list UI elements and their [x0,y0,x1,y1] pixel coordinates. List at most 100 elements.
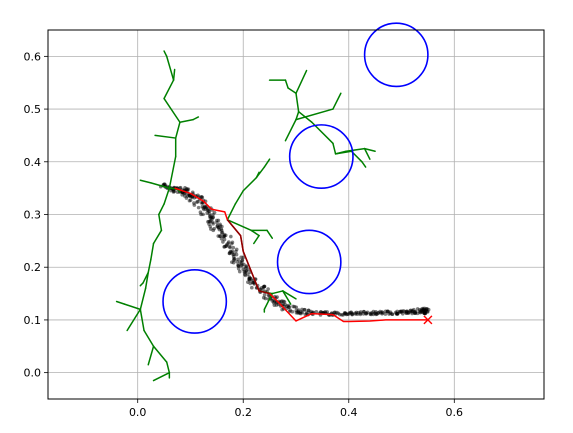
particle-point [244,268,249,273]
tree-edge [361,161,367,168]
particle-point [261,295,266,300]
x-tick-label: 0.2 [234,406,252,419]
goal-layer [423,315,433,325]
tree-edge [284,118,297,142]
particle-point [209,227,213,231]
particle-point [231,245,236,250]
tree-edge [139,179,152,184]
obstacle-circle [162,269,228,334]
planned-path-layer [174,187,428,323]
particle-point [262,284,267,289]
tree-edge [143,329,155,348]
particle-point [186,187,191,191]
particle-point [388,311,393,316]
tree-edge [271,290,284,295]
particle-point [222,234,226,239]
tree-edge [126,308,142,332]
tree-edge [139,308,145,332]
particle-point [218,224,223,228]
tree-edge [165,361,171,374]
particle-point [219,227,224,232]
tree-edge [163,187,171,205]
tree-edge [152,371,171,382]
tree-edge [165,55,175,81]
tree-edge [295,69,308,95]
tree-edge [152,229,163,245]
particle-point [248,281,253,286]
particle-point [215,224,220,228]
particle-point [210,217,214,221]
tree-edge [226,219,252,232]
particle-point [230,249,235,253]
x-tick-label: 0.6 [446,406,464,419]
y-tick-label: 0.1 [24,314,42,327]
particle-point [413,309,418,314]
particle-point [314,309,319,314]
particle-point [299,310,303,314]
particle-point [222,237,227,242]
tree-edge [263,292,274,311]
y-tick-label: 0.5 [24,103,42,116]
particle-point [200,204,205,209]
tree-edge [345,147,366,152]
particle-point [199,201,204,205]
particle-point [338,312,342,317]
tree-edge [332,142,337,155]
particle-point [383,312,388,316]
particle-point [211,220,215,225]
particle-point [231,260,236,265]
particle-point [215,220,219,225]
tree-edge [179,118,194,123]
particle-point [371,312,376,317]
particle-point [302,307,307,312]
tree-edge [150,242,155,261]
particle-point [237,269,242,274]
tree-edge [284,79,289,89]
particle-point [236,266,241,271]
particle-point [355,312,360,316]
particle-point [188,194,192,199]
goal-marker [423,315,433,325]
particle-point [362,309,366,314]
tree-edge [163,97,181,123]
particle-point [240,263,244,267]
particle-point [247,277,252,282]
particle-cloud [158,182,431,317]
tree-edge [363,147,371,160]
particle-point [195,200,199,204]
tree-edge [158,203,165,216]
particle-point [350,311,355,316]
tree-edge [192,116,200,121]
particle-point [418,310,422,314]
tree-edge [266,229,274,239]
particle-point [178,185,183,190]
particle-point [218,234,222,238]
particle-point [206,219,210,224]
particle-point [205,211,209,215]
particle-point [286,303,291,308]
rrt-tree [115,50,376,382]
tree-edge [147,258,152,274]
particle-point [415,307,420,311]
tree-edge [168,155,177,189]
tree-edge [242,176,258,192]
obstacle-circle [363,22,429,88]
tree-edge [253,234,260,245]
particle-point [236,263,240,268]
tree-edge [234,190,244,205]
particle-point [405,309,409,314]
particle-point [279,299,283,304]
particle-point [426,307,431,312]
particle-point [275,295,279,299]
particle-point [244,265,248,269]
x-tick-label: 0.0 [129,406,147,419]
particle-point [246,272,250,277]
planned-path-segment [226,219,270,295]
tree-edge [334,150,353,155]
particle-point [196,205,201,210]
particle-point [306,308,311,313]
particle-point [376,311,381,315]
y-tick-label: 0.4 [24,156,42,169]
particle-point [229,234,233,239]
